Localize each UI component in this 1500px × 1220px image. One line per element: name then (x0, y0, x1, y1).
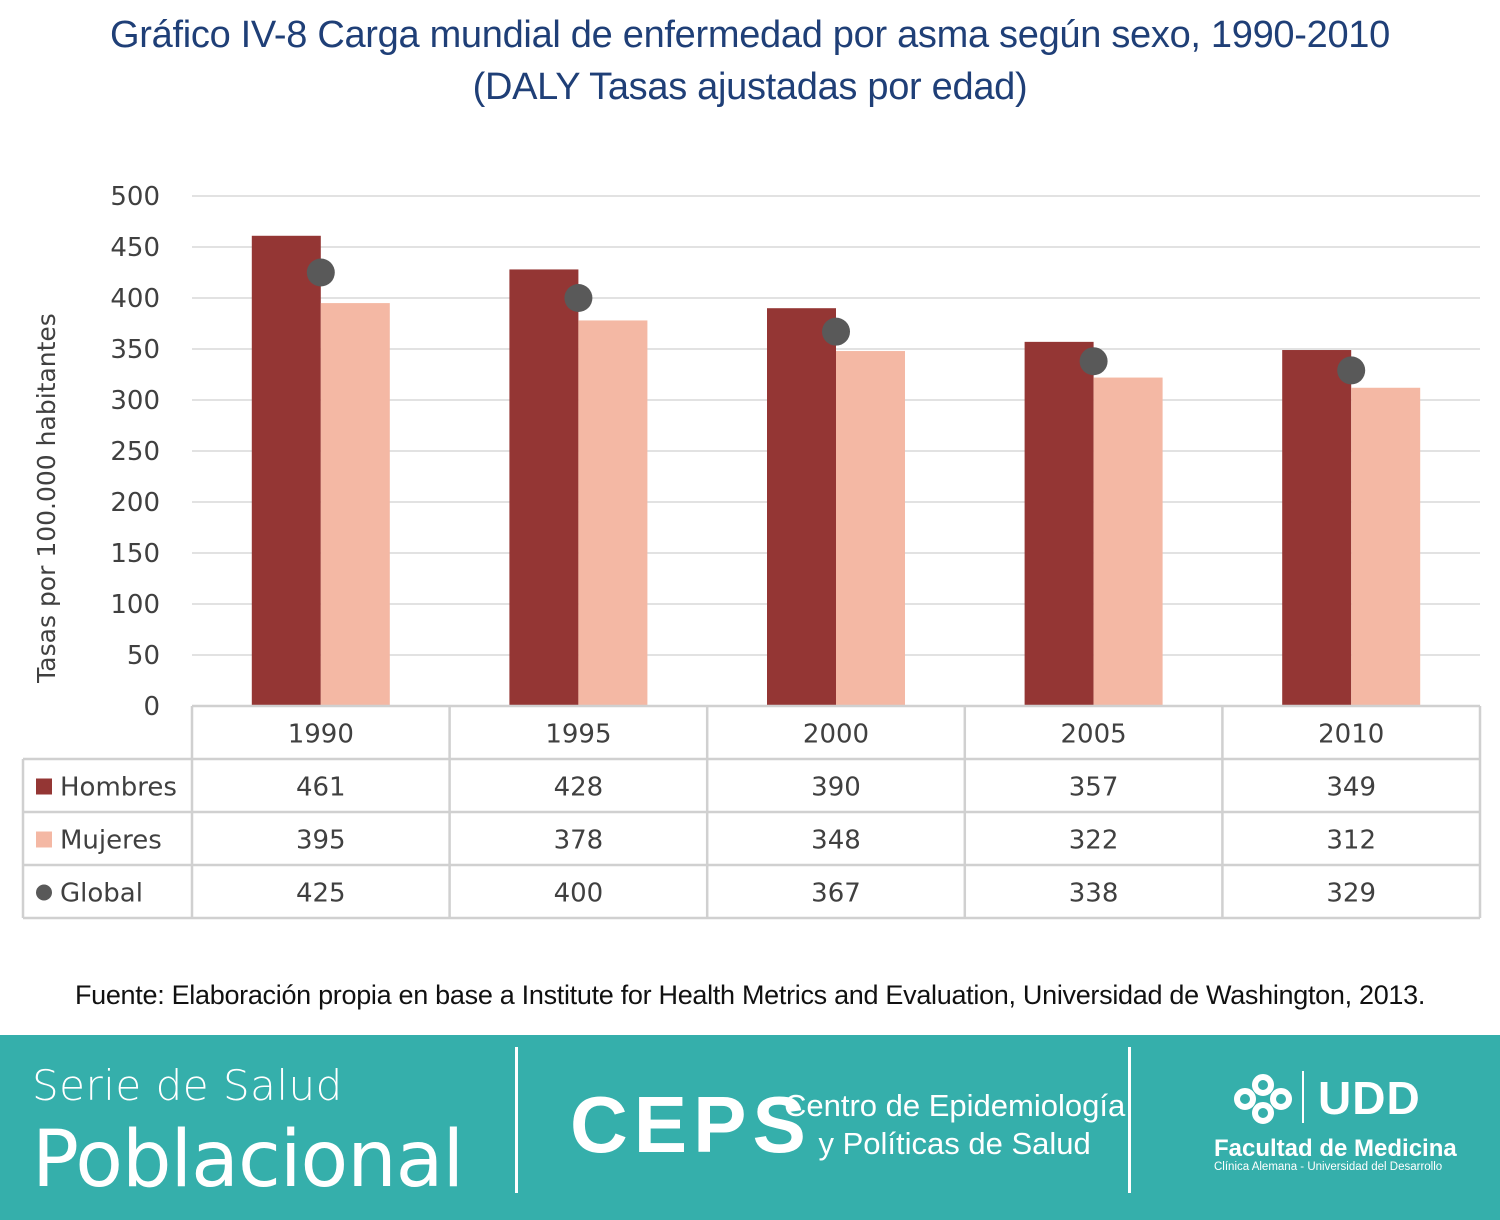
ceps-name-line1: Centro de Epidemiología (784, 1088, 1126, 1123)
udd-logo-divider (1302, 1071, 1304, 1123)
data-label: 348 (811, 826, 861, 856)
legend-key-global (36, 884, 52, 901)
bar-hombres (251, 235, 321, 706)
y-tick-label: 400 (110, 284, 160, 314)
udd-faculty: Facultad de Medicina (1214, 1135, 1457, 1162)
y-tick-label: 250 (110, 437, 160, 467)
data-label: 390 (811, 773, 861, 803)
x-tick-label: 2010 (1318, 720, 1384, 750)
chart: 0 50 100 150 200 250 300 350 400 450 500 Tasas por… (21, 182, 1482, 920)
ceps-logo: CEPS (570, 1080, 812, 1169)
legend-label: Mujeres (60, 826, 162, 856)
x-tick-label: 2000 (803, 720, 869, 750)
y-tick-label: 100 (110, 590, 160, 620)
data-label: 338 (1069, 879, 1119, 909)
y-tick-label: 200 (110, 488, 160, 518)
bar-mujeres (1351, 387, 1421, 706)
data-label: 322 (1069, 826, 1119, 856)
y-tick-label: 0 (143, 692, 160, 722)
data-label: 425 (296, 879, 346, 909)
data-label: 329 (1326, 879, 1376, 909)
x-tick-label: 1995 (545, 720, 611, 750)
bar-hombres (1024, 341, 1094, 706)
footer-divider (1128, 1047, 1131, 1193)
x-tick-label: 1990 (288, 720, 354, 750)
legend-label: Hombres (60, 773, 177, 803)
ceps-name: Centro de Epidemiología y Políticas de S… (784, 1087, 1125, 1163)
bar-hombres (767, 308, 836, 706)
udd-logo: UDD (1318, 1072, 1421, 1124)
bar-mujeres (578, 320, 648, 706)
bar-mujeres (836, 351, 905, 706)
y-tick-label: 50 (127, 641, 160, 671)
udd-subtitle: Clínica Alemana - Universidad del Desarr… (1214, 1161, 1443, 1173)
legend-label: Global (60, 879, 143, 909)
legend-key-mujeres (36, 831, 52, 848)
y-tick-label: 350 (110, 335, 160, 365)
footer-banner: Serie de Salud Poblacional CEPS Centro d… (0, 1035, 1500, 1220)
udd-cross-icon (1234, 1074, 1292, 1124)
bar-hombres (509, 269, 579, 706)
ceps-name-line2: y Políticas de Salud (818, 1126, 1091, 1161)
data-label: 400 (554, 879, 604, 909)
marker-global (306, 258, 335, 287)
data-label: 461 (296, 773, 346, 803)
y-tick-label: 300 (110, 386, 160, 416)
data-label: 378 (554, 826, 604, 856)
marker-global (1079, 347, 1108, 376)
chart-subtitle: (DALY Tasas ajustadas por edad) (472, 66, 1028, 108)
bar-mujeres (320, 303, 390, 706)
bar-hombres (1282, 350, 1352, 706)
x-tick-label: 2005 (1061, 720, 1127, 750)
data-label: 349 (1326, 773, 1376, 803)
bar-mujeres (1093, 377, 1163, 706)
data-label: 428 (554, 773, 604, 803)
y-tick-label: 150 (110, 539, 160, 569)
series-name-line1: Serie de Salud (32, 1061, 343, 1110)
series-name-line2: Poblacional (32, 1115, 464, 1205)
marker-global (1337, 356, 1366, 385)
y-tick-label: 500 (110, 182, 160, 212)
source-note: Fuente: Elaboración propia en base a Ins… (74, 980, 1426, 1010)
legend-key-hombres (36, 778, 52, 795)
y-tick-label: 450 (110, 233, 160, 263)
marker-global (822, 317, 850, 346)
data-label: 312 (1326, 826, 1376, 856)
y-axis-label: Tasas por 100.000 habitantes (32, 313, 61, 684)
data-label: 395 (296, 826, 346, 856)
data-label: 357 (1069, 773, 1119, 803)
marker-global (564, 284, 593, 312)
footer-divider (515, 1047, 518, 1193)
chart-title: Gráfico IV-8 Carga mundial de enfermedad… (110, 14, 1390, 56)
data-label: 367 (811, 879, 861, 909)
